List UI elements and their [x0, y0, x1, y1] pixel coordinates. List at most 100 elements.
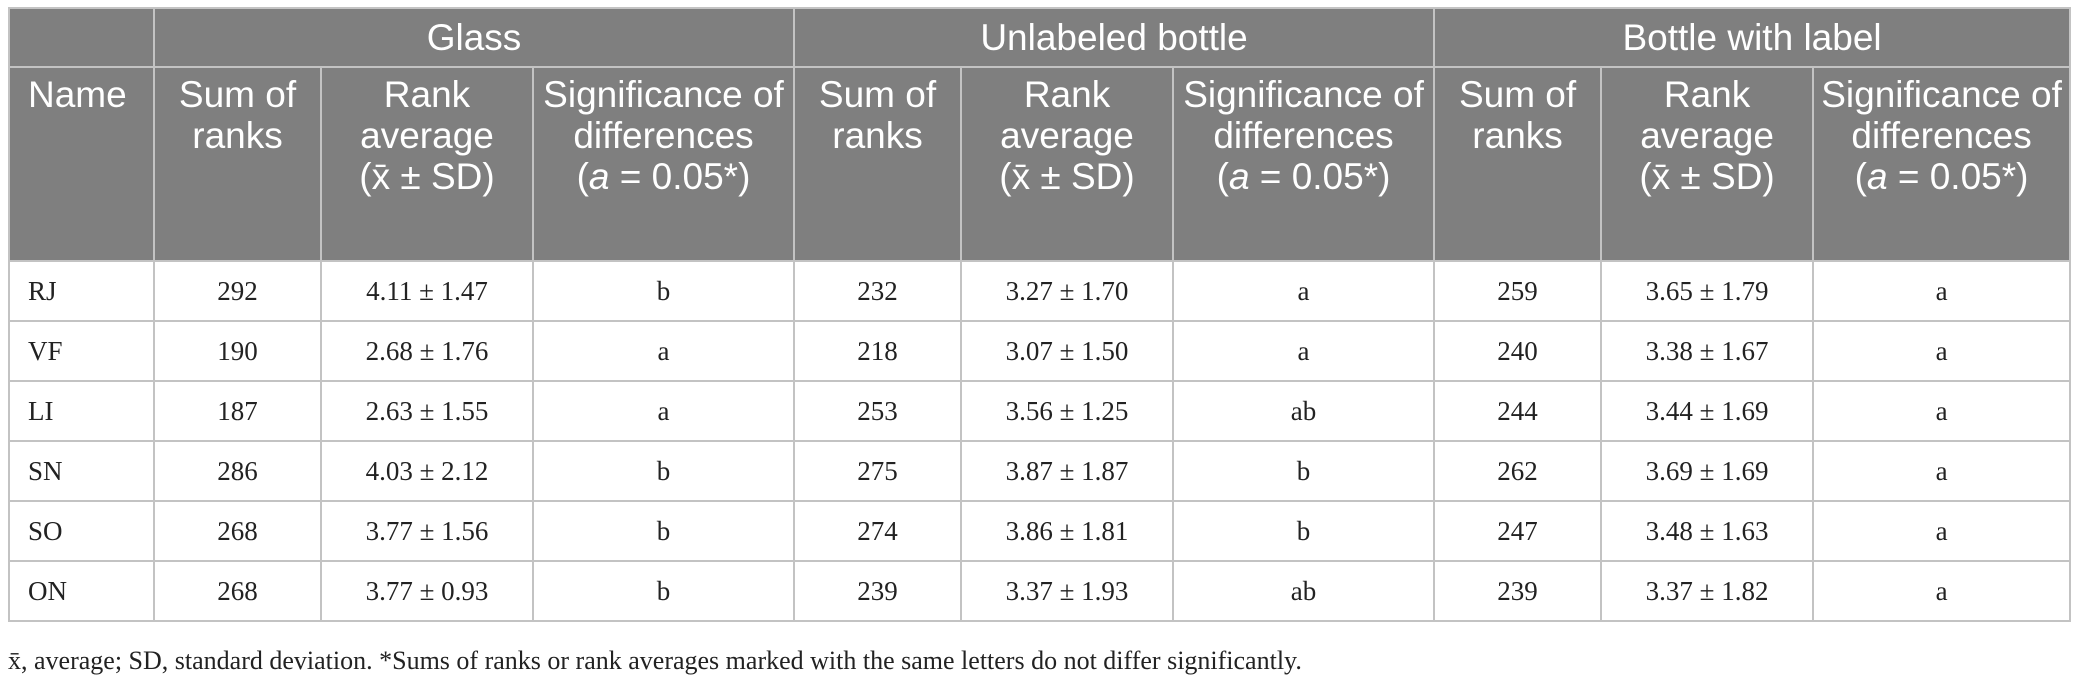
unlabeled-rank-average: 3.37 ± 1.93: [960, 560, 1175, 622]
glass-sum-of-ranks: 187: [153, 380, 322, 442]
labeled-rank-average: 3.69 ± 1.69: [1600, 440, 1815, 502]
labeled-significance: a: [1812, 440, 2072, 502]
unlabeled-rank-average: 3.56 ± 1.25: [960, 380, 1175, 442]
group-header-bottle-with-label: Bottle with label: [1433, 7, 2072, 68]
unlabeled-significance: ab: [1172, 560, 1436, 622]
row-name: SO: [8, 500, 155, 562]
sum-of-ranks-label: Sum of ranks: [178, 74, 297, 156]
glass-rank-average: 2.63 ± 1.55: [320, 380, 534, 442]
table-row: LI 187 2.63 ± 1.55 a 253 3.56 ± 1.25 ab …: [8, 380, 2072, 442]
significance-label: Significance of differences: [1821, 74, 2062, 156]
sum-of-ranks-header: Sum of ranks: [1433, 66, 1603, 262]
group-header-unlabeled-bottle: Unlabeled bottle: [793, 7, 1436, 68]
unlabeled-sum-of-ranks: 274: [793, 500, 963, 562]
corner-cell: [8, 7, 155, 68]
unlabeled-significance: ab: [1172, 380, 1436, 442]
rank-average-label: Rank average: [360, 74, 494, 156]
labeled-rank-average: 3.48 ± 1.63: [1600, 500, 1815, 562]
significance-header: Significance of differences (a = 0.05*): [531, 66, 796, 262]
significance-alpha: a: [1866, 156, 1888, 197]
labeled-rank-average: 3.38 ± 1.67: [1600, 320, 1815, 382]
glass-significance: b: [531, 560, 796, 622]
labeled-sum-of-ranks: 244: [1433, 380, 1603, 442]
significance-alpha: a: [588, 156, 610, 197]
labeled-significance: a: [1812, 380, 2072, 442]
significance-rest: = 0.05*): [1887, 156, 2029, 197]
sum-of-ranks-header: Sum of ranks: [793, 66, 963, 262]
group-header-row: Glass Unlabeled bottle Bottle with label: [8, 7, 2072, 68]
row-name: RJ: [8, 260, 155, 322]
labeled-significance: a: [1812, 320, 2072, 382]
table-row: VF 190 2.68 ± 1.76 a 218 3.07 ± 1.50 a 2…: [8, 320, 2072, 382]
unlabeled-rank-average: 3.86 ± 1.81: [960, 500, 1175, 562]
labeled-rank-average: 3.65 ± 1.79: [1600, 260, 1815, 322]
labeled-sum-of-ranks: 239: [1433, 560, 1603, 622]
labeled-rank-average: 3.37 ± 1.82: [1600, 560, 1815, 622]
significance-alpha: a: [1228, 156, 1250, 197]
row-name: LI: [8, 380, 155, 442]
significance-rest: = 0.05*): [1249, 156, 1391, 197]
significance-open: (: [1854, 156, 1867, 197]
significance-rest: = 0.05*): [609, 156, 751, 197]
unlabeled-significance: a: [1172, 260, 1436, 322]
glass-rank-average: 3.77 ± 0.93: [320, 560, 534, 622]
glass-rank-average: 2.68 ± 1.76: [320, 320, 534, 382]
rank-average-header: Rank average (x̄ ± SD): [960, 66, 1175, 262]
labeled-sum-of-ranks: 247: [1433, 500, 1603, 562]
glass-significance: b: [531, 260, 796, 322]
rank-average-label: Rank average: [1000, 74, 1134, 156]
significance-label: Significance of differences: [1183, 74, 1424, 156]
unlabeled-significance: b: [1172, 440, 1436, 502]
labeled-rank-average: 3.44 ± 1.69: [1600, 380, 1815, 442]
labeled-sum-of-ranks: 262: [1433, 440, 1603, 502]
row-name: SN: [8, 440, 155, 502]
significance-open: (: [1216, 156, 1229, 197]
rank-average-formula: (x̄ ± SD): [1639, 156, 1775, 197]
rank-average-label: Rank average: [1640, 74, 1774, 156]
unlabeled-rank-average: 3.27 ± 1.70: [960, 260, 1175, 322]
labeled-sum-of-ranks: 240: [1433, 320, 1603, 382]
glass-significance: a: [531, 320, 796, 382]
significance-header: Significance of differences (a = 0.05*): [1812, 66, 2072, 262]
row-name: ON: [8, 560, 155, 622]
rank-average-header: Rank average (x̄ ± SD): [1600, 66, 1815, 262]
unlabeled-rank-average: 3.07 ± 1.50: [960, 320, 1175, 382]
labeled-sum-of-ranks: 259: [1433, 260, 1603, 322]
unlabeled-sum-of-ranks: 218: [793, 320, 963, 382]
unlabeled-sum-of-ranks: 275: [793, 440, 963, 502]
rank-average-header: Rank average (x̄ ± SD): [320, 66, 534, 262]
column-header-row: Name Sum of ranks Rank average (x̄ ± SD) …: [8, 66, 2072, 262]
glass-sum-of-ranks: 286: [153, 440, 322, 502]
glass-significance: b: [531, 500, 796, 562]
group-header-glass: Glass: [152, 7, 796, 68]
glass-sum-of-ranks: 292: [153, 260, 322, 322]
glass-sum-of-ranks: 190: [153, 320, 322, 382]
unlabeled-sum-of-ranks: 253: [793, 380, 963, 442]
sum-of-ranks-label: Sum of ranks: [818, 74, 937, 156]
glass-rank-average: 3.77 ± 1.56: [320, 500, 534, 562]
table-footnote: x̄, average; SD, standard deviation. *Su…: [8, 646, 1302, 675]
labeled-significance: a: [1812, 560, 2072, 622]
sum-of-ranks-header: Sum of ranks: [153, 66, 322, 262]
significance-open: (: [576, 156, 589, 197]
rank-average-formula: (x̄ ± SD): [999, 156, 1135, 197]
rank-table: Glass Unlabeled bottle Bottle with label…: [8, 7, 2072, 622]
significance-header: Significance of differences (a = 0.05*): [1172, 66, 1436, 262]
rank-average-formula: (x̄ ± SD): [359, 156, 495, 197]
name-column-header: Name: [8, 66, 155, 262]
glass-rank-average: 4.03 ± 2.12: [320, 440, 534, 502]
glass-sum-of-ranks: 268: [153, 500, 322, 562]
table-row: RJ 292 4.11 ± 1.47 b 232 3.27 ± 1.70 a 2…: [8, 260, 2072, 322]
unlabeled-sum-of-ranks: 232: [793, 260, 963, 322]
glass-sum-of-ranks: 268: [153, 560, 322, 622]
labeled-significance: a: [1812, 500, 2072, 562]
labeled-significance: a: [1812, 260, 2072, 322]
row-name: VF: [8, 320, 155, 382]
unlabeled-rank-average: 3.87 ± 1.87: [960, 440, 1175, 502]
glass-rank-average: 4.11 ± 1.47: [320, 260, 534, 322]
unlabeled-significance: a: [1172, 320, 1436, 382]
table-row: ON 268 3.77 ± 0.93 b 239 3.37 ± 1.93 ab …: [8, 560, 2072, 622]
table-row: SO 268 3.77 ± 1.56 b 274 3.86 ± 1.81 b 2…: [8, 500, 2072, 562]
table-row: SN 286 4.03 ± 2.12 b 275 3.87 ± 1.87 b 2…: [8, 440, 2072, 502]
glass-significance: b: [531, 440, 796, 502]
